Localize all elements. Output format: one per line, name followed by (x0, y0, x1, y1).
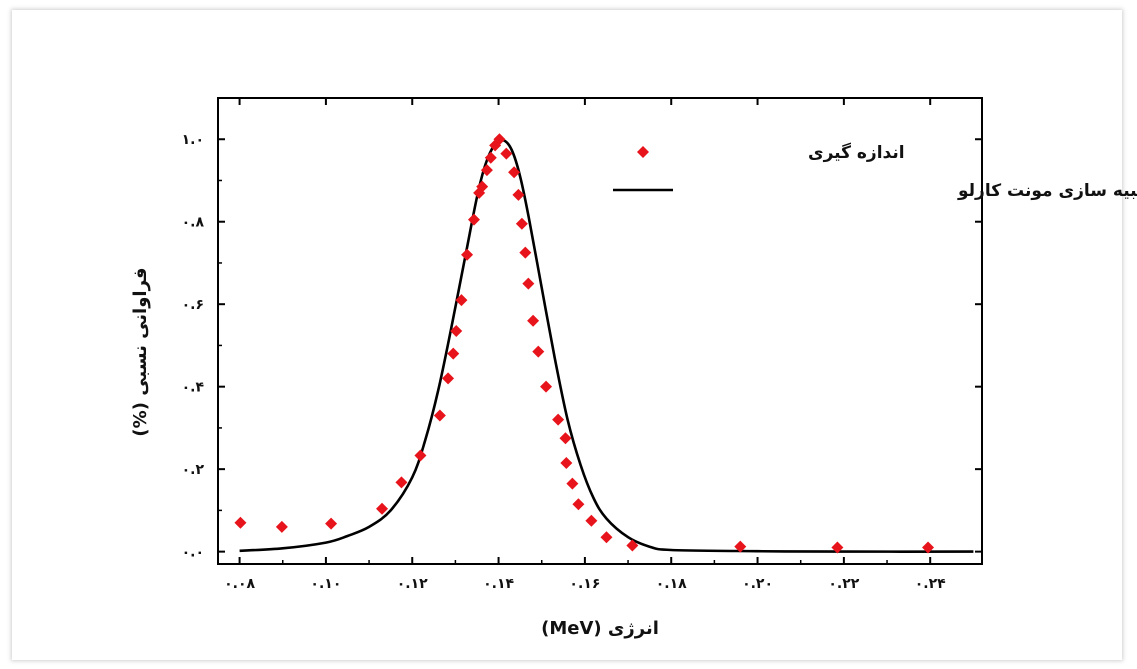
measurement-point (922, 541, 935, 554)
measurement-point (522, 277, 535, 290)
measurement-point (532, 345, 545, 358)
measurement-point (395, 476, 408, 489)
measurement-markers-group (234, 133, 935, 554)
measurement-point (540, 380, 553, 393)
measurement-point (325, 517, 338, 530)
measurement-point (585, 514, 598, 527)
measurement-point (508, 166, 521, 179)
legend-label-monte-carlo: شبیه سازی مونت کارلو (957, 181, 1137, 201)
x-tick-label: ۰.۲۲ (828, 576, 859, 592)
measurement-point (519, 246, 532, 259)
measurement-point (566, 477, 579, 490)
measurement-point (476, 180, 489, 193)
x-tick-labels: ۰.۰۸ ۰.۱۰ ۰.۱۲ ۰.۱۴ ۰.۱۶ ۰.۱۸ ۰.۲۰ ۰.۲۲ ۰.۲۴ (224, 576, 946, 592)
measurement-point (234, 516, 247, 529)
measurement-point (734, 540, 747, 553)
plot-area-border (217, 97, 983, 565)
measurement-point (450, 325, 463, 337)
measurement-point (560, 456, 573, 469)
x-tick-label: ۰.۰۸ (224, 576, 255, 592)
measurement-point (467, 213, 480, 226)
measurement-point (433, 409, 446, 422)
x-tick-label: ۰.۱۲ (397, 576, 428, 592)
monte-carlo-line-group (239, 138, 974, 553)
measurement-point (414, 449, 427, 462)
y-tick-label: ۰.۰ (182, 545, 204, 561)
measurement-point (552, 413, 565, 426)
measurement-point (559, 432, 572, 445)
x-tick-label: ۰.۲۴ (915, 576, 946, 592)
measurement-point (275, 520, 288, 533)
measurement-point (500, 147, 513, 160)
x-tick-label: ۰.۱۴ (483, 576, 514, 592)
measurement-point (455, 294, 468, 307)
legend-marker-measurement (637, 146, 649, 158)
y-axis-title: فراوانی نسبی (%) (130, 267, 151, 436)
y-tick-labels: ۰.۰ ۰.۲ ۰.۴ ۰.۶ ۰.۸ ۱.۰ (182, 132, 205, 560)
measurement-point (461, 248, 474, 261)
legend: اندازه گیری شبیه سازی مونت کارلو (613, 142, 1137, 201)
y-tick-label: ۱.۰ (182, 132, 204, 148)
monte-carlo-line (239, 138, 974, 553)
x-tick-label: ۰.۱۶ (569, 576, 600, 592)
x-tick-label: ۰.۱۸ (656, 576, 687, 592)
y-tick-label: ۰.۲ (182, 462, 205, 478)
measurement-point (447, 347, 460, 360)
measurement-point (527, 314, 540, 327)
legend-label-measurement: اندازه گیری (808, 142, 905, 163)
measurement-point (484, 151, 497, 164)
x-tick-label: ۰.۱۰ (310, 576, 341, 592)
measurement-point (626, 539, 639, 552)
axis-ticks (218, 98, 982, 564)
x-axis-title: انرژی (MeV) (541, 618, 659, 639)
measurement-point (442, 372, 455, 385)
measurement-point (572, 498, 585, 511)
measurement-point (480, 164, 493, 177)
measurement-point (515, 217, 528, 230)
measurement-point (512, 188, 525, 201)
measurement-point (600, 531, 613, 544)
x-tick-label: ۰.۲۰ (742, 576, 773, 592)
measurement-point (376, 502, 389, 515)
measurement-point (493, 133, 506, 146)
y-tick-label: ۰.۸ (182, 215, 205, 231)
measurement-point (831, 541, 844, 554)
y-tick-label: ۰.۶ (182, 297, 204, 313)
y-tick-label: ۰.۴ (182, 380, 205, 396)
